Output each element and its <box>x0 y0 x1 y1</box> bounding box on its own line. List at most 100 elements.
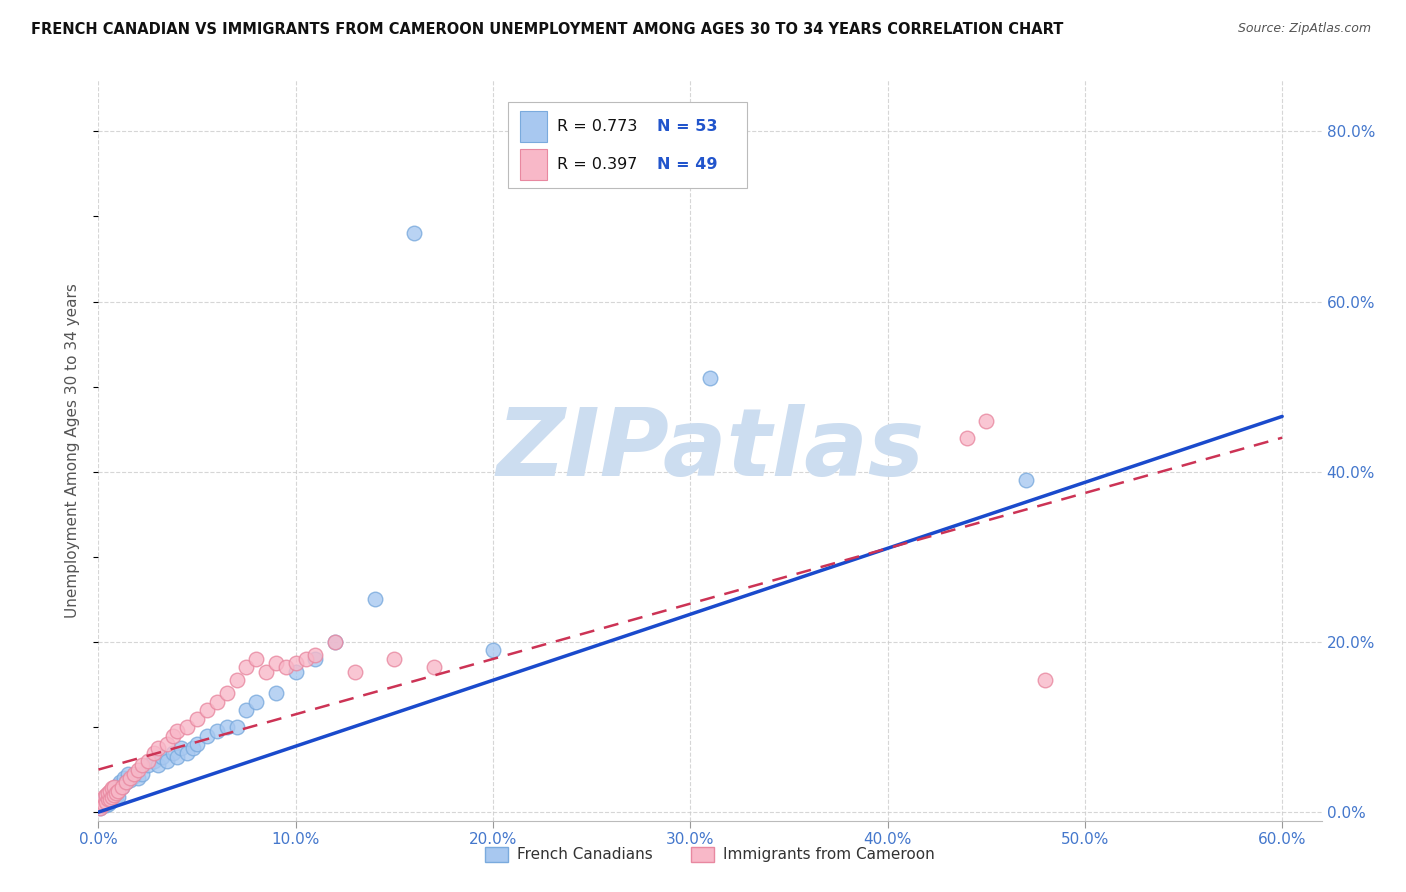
Point <box>323 635 346 649</box>
Point <box>284 665 307 679</box>
Point <box>181 741 204 756</box>
Point <box>404 227 426 241</box>
Point <box>101 784 124 798</box>
Point <box>176 720 198 734</box>
Point <box>245 694 267 708</box>
Point <box>254 665 277 679</box>
Point <box>1015 473 1038 487</box>
Point <box>146 741 169 756</box>
Point <box>166 749 188 764</box>
Point <box>205 694 228 708</box>
Point <box>215 686 238 700</box>
Point <box>96 788 118 802</box>
Point <box>176 746 198 760</box>
Point <box>215 720 238 734</box>
Point <box>294 652 316 666</box>
Point <box>186 712 208 726</box>
Text: Source: ZipAtlas.com: Source: ZipAtlas.com <box>1237 22 1371 36</box>
Point <box>103 780 125 794</box>
Point <box>127 763 149 777</box>
Point <box>146 758 169 772</box>
Point <box>115 775 138 789</box>
Point <box>423 660 446 674</box>
Point <box>101 789 124 804</box>
Y-axis label: Unemployment Among Ages 30 to 34 years: Unemployment Among Ages 30 to 34 years <box>65 283 80 618</box>
Point <box>955 431 977 445</box>
Point <box>117 767 139 781</box>
Point <box>98 784 121 798</box>
Point <box>156 754 179 768</box>
Point <box>96 798 118 813</box>
Legend: French Canadians, Immigrants from Cameroon: French Canadians, Immigrants from Camero… <box>479 841 941 869</box>
Point <box>112 771 135 785</box>
Text: FRENCH CANADIAN VS IMMIGRANTS FROM CAMEROON UNEMPLOYMENT AMONG AGES 30 TO 34 YEA: FRENCH CANADIAN VS IMMIGRANTS FROM CAMER… <box>31 22 1063 37</box>
Point <box>111 780 134 794</box>
Point <box>186 737 208 751</box>
Point <box>93 792 115 806</box>
Point <box>97 797 120 811</box>
Point <box>96 789 118 804</box>
Point <box>304 652 326 666</box>
Point <box>111 780 134 794</box>
Bar <box>520 149 547 180</box>
Text: R = 0.773: R = 0.773 <box>557 120 637 135</box>
Point <box>382 652 405 666</box>
Point <box>105 780 128 794</box>
Point <box>131 758 153 772</box>
Point <box>93 797 115 811</box>
Text: ZIPatlas: ZIPatlas <box>496 404 924 497</box>
Point <box>89 801 111 815</box>
Point <box>97 788 120 802</box>
Point <box>195 729 218 743</box>
Point <box>107 789 129 804</box>
Point <box>107 784 129 798</box>
Point <box>93 789 115 804</box>
Text: R = 0.397: R = 0.397 <box>557 157 637 172</box>
Bar <box>520 112 547 143</box>
Point <box>91 798 114 813</box>
Point <box>323 635 346 649</box>
Point <box>105 786 128 800</box>
Point <box>89 801 111 815</box>
Point <box>98 791 121 805</box>
Point <box>131 767 153 781</box>
Point <box>304 648 326 662</box>
Point <box>103 792 125 806</box>
Point <box>225 720 247 734</box>
Point <box>122 767 145 781</box>
FancyBboxPatch shape <box>508 103 747 187</box>
Point <box>235 703 257 717</box>
Point <box>343 665 366 679</box>
Point <box>97 792 120 806</box>
Point <box>118 772 141 787</box>
Point <box>118 771 141 785</box>
Point <box>103 788 125 802</box>
Point <box>284 657 307 671</box>
Point <box>482 643 505 657</box>
Point <box>162 746 184 760</box>
Point <box>235 660 257 674</box>
Point <box>101 792 124 806</box>
Point <box>699 371 721 385</box>
Point <box>245 652 267 666</box>
Point <box>107 778 129 792</box>
Point <box>142 746 165 760</box>
Point <box>122 769 145 783</box>
Point <box>108 775 131 789</box>
Point <box>103 781 125 796</box>
Point <box>96 795 118 809</box>
Point <box>363 592 385 607</box>
Point <box>101 781 124 796</box>
Point <box>127 771 149 785</box>
Point <box>205 724 228 739</box>
Point <box>98 786 121 800</box>
Text: N = 49: N = 49 <box>658 157 718 172</box>
Point <box>97 786 120 800</box>
Point <box>264 657 287 671</box>
Point <box>974 414 997 428</box>
Point <box>93 797 115 811</box>
Point <box>150 749 173 764</box>
Point <box>264 686 287 700</box>
Text: N = 53: N = 53 <box>658 120 718 135</box>
Point <box>98 795 121 809</box>
